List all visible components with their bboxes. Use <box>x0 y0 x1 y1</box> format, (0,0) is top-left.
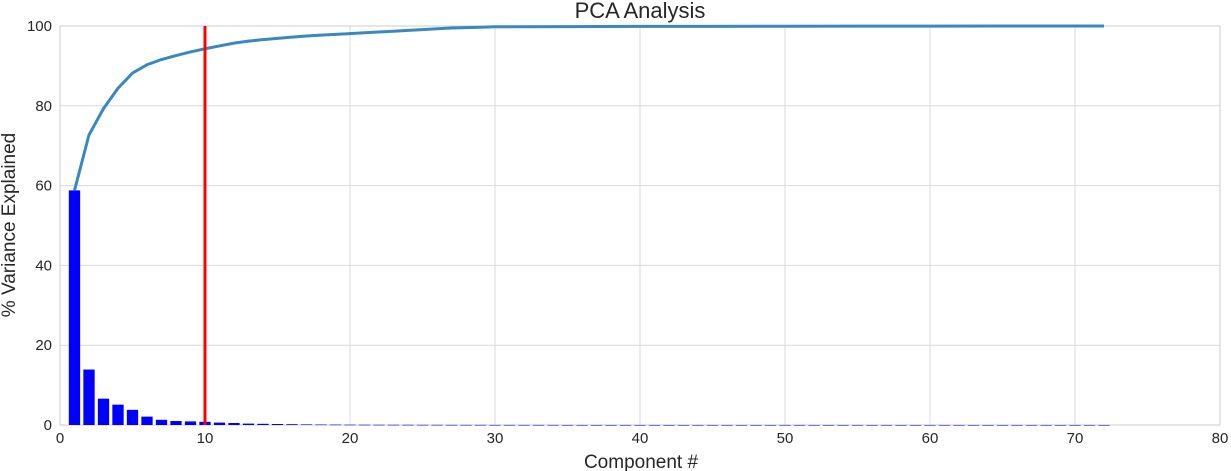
variance-bar <box>663 424 675 426</box>
variance-bar <box>909 424 922 426</box>
chart-title: PCA Analysis <box>575 0 706 23</box>
variance-bar <box>880 424 893 426</box>
variance-bar <box>967 424 980 426</box>
variance-bar <box>677 424 690 426</box>
grid <box>59 25 1221 426</box>
y-tick-label: 100 <box>27 18 52 35</box>
cumulative-variance-line <box>73 24 1104 191</box>
variance-bar <box>866 424 878 426</box>
variance-bar <box>996 424 1009 426</box>
x-tick-label: 10 <box>197 430 214 447</box>
variance-bar <box>837 424 849 426</box>
x-tick-label: 40 <box>632 430 649 447</box>
variance-bar <box>808 424 820 426</box>
x-tick-label: 80 <box>1212 430 1229 447</box>
variance-bar <box>605 424 617 426</box>
variance-bar <box>257 423 269 425</box>
variance-bar <box>735 424 748 426</box>
variance-bar <box>141 416 153 425</box>
variance-bar <box>822 424 835 426</box>
variance-bar <box>155 419 168 425</box>
variance-bar <box>938 424 951 426</box>
variance-bar <box>489 424 501 426</box>
variance-bar <box>68 190 81 425</box>
variance-bar <box>300 424 313 426</box>
variance-bar <box>576 424 588 426</box>
y-tick-label: 20 <box>35 337 52 354</box>
variance-bar <box>416 424 429 426</box>
variance-bar <box>242 423 255 425</box>
variance-bar <box>1069 424 1081 426</box>
x-tick-label: 20 <box>342 430 359 447</box>
variance-bar <box>228 423 240 425</box>
variance-bar <box>315 424 327 426</box>
variance-bar <box>271 424 284 425</box>
variance-bar <box>344 424 356 426</box>
variance-bar <box>1098 424 1110 426</box>
x-tick-label: 60 <box>922 430 939 447</box>
variance-bar <box>112 404 124 425</box>
variance-bar <box>83 369 95 425</box>
variance-bar <box>982 424 994 426</box>
variance-bar <box>648 424 661 426</box>
y-tick-label: 60 <box>35 178 52 195</box>
variance-bar <box>184 421 197 425</box>
variance-bar <box>1083 424 1096 426</box>
variance-bar <box>286 424 298 425</box>
variance-bar <box>750 424 762 426</box>
variance-bar <box>764 424 777 426</box>
variance-bar <box>97 398 110 425</box>
variance-bar <box>445 424 458 426</box>
variance-bar <box>532 424 545 426</box>
variance-bar <box>619 424 632 426</box>
variance-bar <box>953 424 965 426</box>
x-tick-label: 70 <box>1067 430 1084 447</box>
bar-series <box>68 190 1110 426</box>
variance-bar <box>213 422 226 425</box>
variance-bar <box>895 424 907 426</box>
x-tick-label: 50 <box>777 430 794 447</box>
y-tick-labels: 0 20 40 60 80 100 <box>27 18 52 434</box>
variance-bar <box>474 424 487 426</box>
variance-bar <box>518 424 530 426</box>
variance-bar <box>1011 424 1023 426</box>
x-tick-label: 0 <box>56 430 64 447</box>
variance-bar <box>924 424 936 426</box>
y-tick-label: 80 <box>35 98 52 115</box>
y-axis-title: % Variance Explained <box>0 133 20 317</box>
x-tick-labels: 0 10 20 30 40 50 60 70 80 <box>56 430 1229 447</box>
variance-bar <box>547 424 559 426</box>
x-tick-label: 30 <box>487 430 504 447</box>
variance-bar <box>721 424 733 426</box>
y-tick-label: 40 <box>35 257 52 274</box>
variance-bar <box>431 424 443 426</box>
variance-bar <box>503 424 516 426</box>
variance-bar <box>1025 424 1038 426</box>
variance-bar <box>329 424 342 426</box>
variance-bar <box>126 409 139 425</box>
variance-bar <box>634 424 646 426</box>
variance-bar <box>561 424 574 426</box>
y-tick-label: 0 <box>44 417 52 434</box>
variance-bar <box>1054 424 1067 426</box>
variance-bar <box>387 424 400 426</box>
x-axis-title: Component # <box>584 452 699 471</box>
variance-bar <box>692 424 704 426</box>
variance-bar <box>779 424 791 426</box>
variance-bar <box>851 424 864 426</box>
variance-bar <box>170 421 182 425</box>
variance-bar <box>706 424 719 426</box>
variance-bar <box>373 424 385 426</box>
variance-bar <box>590 424 603 426</box>
variance-bar <box>358 424 371 426</box>
variance-bar <box>793 424 806 426</box>
variance-bar <box>402 424 414 426</box>
variance-bar <box>460 424 472 426</box>
variance-bar <box>1040 424 1052 426</box>
